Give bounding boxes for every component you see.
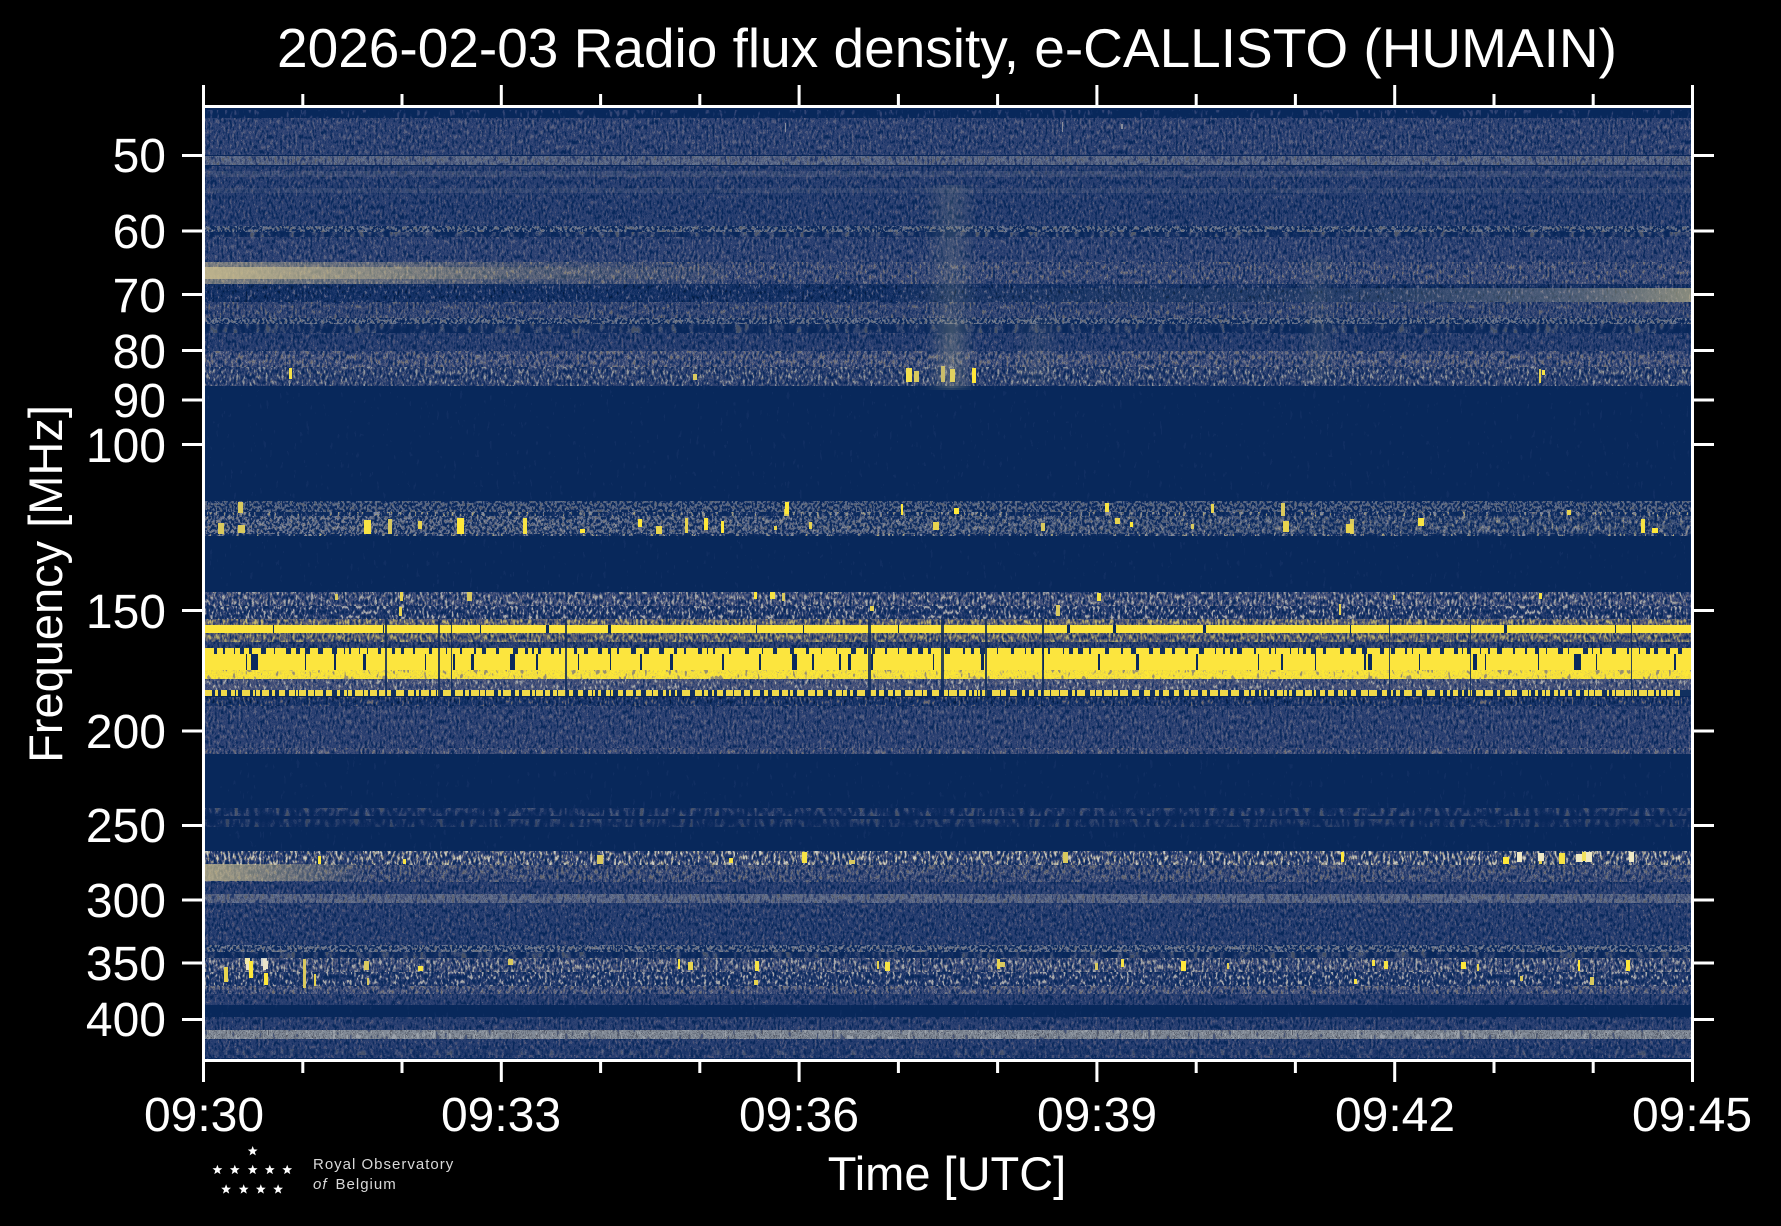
svg-text:2026-02-03 Radio flux density,: 2026-02-03 Radio flux density, e-CALLIST… [277, 17, 1617, 79]
svg-text:09:39: 09:39 [1037, 1089, 1157, 1142]
svg-text:200: 200 [86, 706, 166, 759]
svg-text:400: 400 [86, 994, 166, 1047]
svg-text:350: 350 [86, 938, 166, 991]
svg-text:09:33: 09:33 [441, 1089, 561, 1142]
svg-text:100: 100 [86, 420, 166, 473]
svg-text:50: 50 [113, 130, 166, 183]
svg-text:70: 70 [113, 270, 166, 323]
svg-text:250: 250 [86, 800, 166, 853]
svg-text:Frequency [MHz]: Frequency [MHz] [19, 405, 72, 763]
svg-text:09:30: 09:30 [144, 1089, 264, 1142]
svg-text:09:36: 09:36 [739, 1089, 859, 1142]
svg-text:90: 90 [113, 375, 166, 428]
svg-text:80: 80 [113, 326, 166, 379]
svg-text:300: 300 [86, 875, 166, 928]
svg-text:09:45: 09:45 [1632, 1089, 1752, 1142]
svg-text:60: 60 [113, 206, 166, 259]
svg-text:Time [UTC]: Time [UTC] [828, 1147, 1066, 1200]
svg-text:150: 150 [86, 586, 166, 639]
svg-text:09:42: 09:42 [1335, 1089, 1455, 1142]
svg-text:Royal Observatory: Royal Observatory [313, 1156, 454, 1173]
